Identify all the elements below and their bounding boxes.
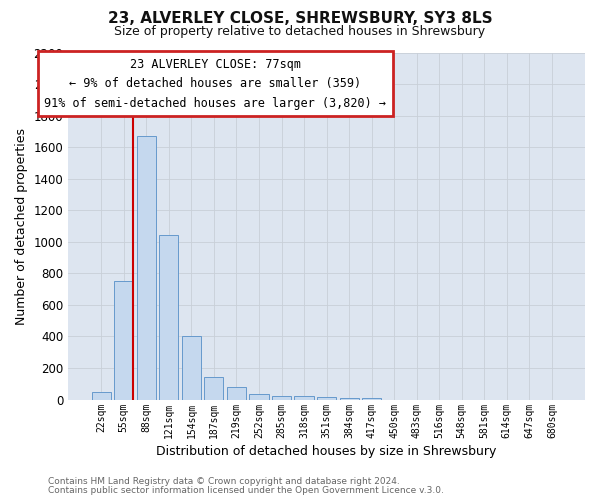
Y-axis label: Number of detached properties: Number of detached properties	[15, 128, 28, 324]
Bar	[317, 397, 336, 400]
Bar	[295, 396, 314, 400]
Text: Contains HM Land Registry data © Crown copyright and database right 2024.: Contains HM Land Registry data © Crown c…	[48, 477, 400, 486]
Text: 23 ALVERLEY CLOSE: 77sqm
← 9% of detached houses are smaller (359)
91% of semi-d: 23 ALVERLEY CLOSE: 77sqm ← 9% of detache…	[44, 58, 386, 110]
Bar	[362, 398, 381, 400]
Bar	[340, 398, 359, 400]
Text: 23, ALVERLEY CLOSE, SHREWSBURY, SY3 8LS: 23, ALVERLEY CLOSE, SHREWSBURY, SY3 8LS	[107, 11, 493, 26]
Text: Size of property relative to detached houses in Shrewsbury: Size of property relative to detached ho…	[115, 25, 485, 38]
Bar	[114, 281, 133, 400]
Bar	[250, 394, 269, 400]
Bar	[92, 392, 111, 400]
Bar	[137, 136, 156, 400]
X-axis label: Distribution of detached houses by size in Shrewsbury: Distribution of detached houses by size …	[157, 444, 497, 458]
Bar	[205, 376, 223, 400]
Bar	[159, 236, 178, 400]
Bar	[182, 336, 201, 400]
Bar	[272, 396, 291, 400]
Text: Contains public sector information licensed under the Open Government Licence v.: Contains public sector information licen…	[48, 486, 444, 495]
Bar	[227, 387, 246, 400]
